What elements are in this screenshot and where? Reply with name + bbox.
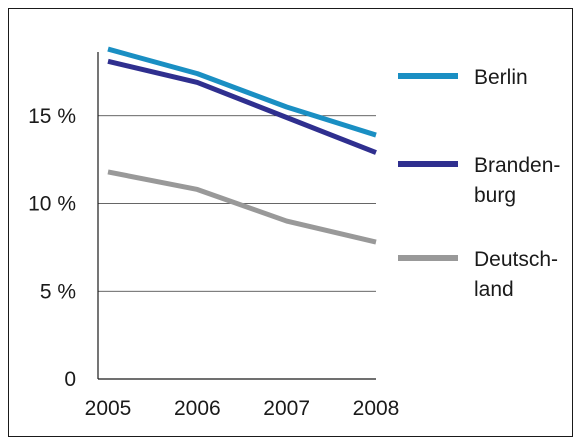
legend-label-brandenburg: burg [474,184,516,207]
y-tick-labels: 0 5 % 10 % 15 % [28,105,76,391]
x-tick-label: 2006 [174,397,221,420]
y-tick-label: 15 % [28,105,76,128]
series-lines [107,46,377,245]
legend: Berlin Branden-burg Deutsch-land [398,66,560,301]
y-tick-label: 5 % [40,280,76,303]
legend-label-deutschland: Deutsch- [474,248,558,271]
legend-label-deutschland: land [474,278,514,301]
axes [97,52,376,380]
legend-label-berlin: Berlin [474,66,528,89]
y-tick-label: 10 % [28,193,76,216]
series-line-berlin [107,46,377,138]
x-tick-labels: 2005 2006 2007 2008 [85,397,400,420]
legend-label-brandenburg: Branden- [474,154,560,177]
series-line-deutschland [107,169,377,245]
series-line-brandenburg [107,58,377,155]
x-tick-label: 2005 [85,397,132,420]
x-tick-label: 2008 [353,397,400,420]
x-tick-label: 2007 [263,397,310,420]
y-tick-label: 0 [64,368,76,391]
